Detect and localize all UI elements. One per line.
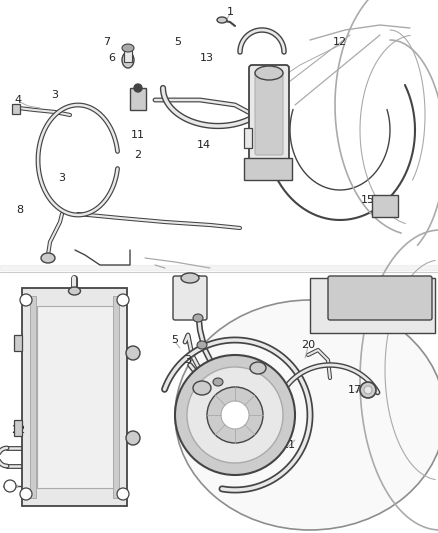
FancyBboxPatch shape — [327, 276, 431, 320]
Ellipse shape — [126, 346, 140, 360]
Ellipse shape — [68, 287, 80, 295]
Ellipse shape — [122, 44, 134, 52]
Circle shape — [187, 367, 283, 463]
Bar — [244, 158, 291, 180]
Text: 21: 21 — [280, 440, 294, 450]
FancyBboxPatch shape — [173, 276, 207, 320]
Ellipse shape — [122, 52, 134, 68]
Text: 2: 2 — [134, 150, 141, 160]
Bar — [371, 195, 397, 217]
Text: 13: 13 — [200, 53, 213, 63]
Ellipse shape — [254, 66, 283, 80]
Ellipse shape — [175, 300, 438, 530]
Ellipse shape — [363, 386, 371, 394]
Circle shape — [20, 294, 32, 306]
Text: 3: 3 — [51, 90, 58, 100]
Text: 7: 7 — [103, 37, 110, 47]
Bar — [124, 48, 132, 62]
Text: 5: 5 — [171, 335, 178, 345]
Bar — [309, 278, 434, 333]
Text: 3: 3 — [58, 173, 65, 183]
Ellipse shape — [359, 382, 375, 398]
Text: 24: 24 — [105, 425, 119, 435]
Bar — [14, 420, 22, 436]
Ellipse shape — [180, 273, 198, 283]
Bar — [14, 335, 22, 351]
Circle shape — [4, 480, 16, 492]
Text: 17: 17 — [347, 385, 361, 395]
Circle shape — [117, 294, 129, 306]
Bar — [30, 296, 36, 498]
Text: 6: 6 — [108, 53, 115, 63]
Text: 11: 11 — [131, 130, 145, 140]
FancyBboxPatch shape — [254, 71, 283, 155]
Bar — [37, 306, 114, 488]
Ellipse shape — [197, 341, 207, 349]
Bar — [113, 296, 119, 498]
Text: 5: 5 — [174, 37, 181, 47]
Text: 2: 2 — [188, 290, 195, 300]
Bar — [22, 288, 127, 506]
Ellipse shape — [193, 314, 202, 322]
Text: 20: 20 — [300, 340, 314, 350]
Circle shape — [134, 84, 141, 92]
Text: 12: 12 — [332, 37, 346, 47]
Ellipse shape — [126, 431, 140, 445]
Ellipse shape — [41, 253, 55, 263]
Text: 16: 16 — [233, 435, 247, 445]
Ellipse shape — [216, 17, 226, 23]
Ellipse shape — [212, 378, 223, 386]
Text: 8: 8 — [16, 205, 24, 215]
Bar — [12, 104, 20, 114]
Text: 1: 1 — [226, 7, 233, 17]
Text: 15: 15 — [360, 195, 374, 205]
Ellipse shape — [193, 381, 211, 395]
Ellipse shape — [249, 362, 265, 374]
Circle shape — [175, 355, 294, 475]
Bar — [244, 128, 251, 148]
Circle shape — [20, 488, 32, 500]
Text: 4: 4 — [14, 95, 21, 105]
Circle shape — [207, 387, 262, 443]
Text: 22: 22 — [11, 425, 25, 435]
Circle shape — [117, 488, 129, 500]
Text: 16: 16 — [41, 365, 55, 375]
Text: 3: 3 — [184, 355, 191, 365]
Circle shape — [220, 401, 248, 429]
FancyBboxPatch shape — [248, 65, 288, 161]
Text: 14: 14 — [197, 140, 211, 150]
Bar — [130, 88, 146, 110]
